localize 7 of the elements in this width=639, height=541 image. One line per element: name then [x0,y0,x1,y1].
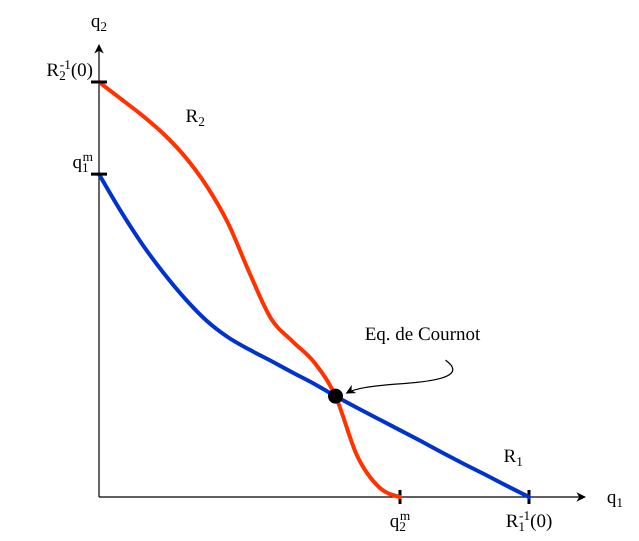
y-axis-title: q$_{2}$ [90,11,108,34]
series-label: R$_{2}$ [186,106,205,129]
x-tick-label: R$_{1}$$^{-1}$(0) [506,508,552,534]
annotation: Eq. de Cournot [364,324,481,346]
annotation: R$_{2}$$^{-1}$(0) [46,57,93,83]
x-axis-title: q$_{1}$ [606,487,624,510]
series-label: R$_{1}$ [504,446,523,470]
